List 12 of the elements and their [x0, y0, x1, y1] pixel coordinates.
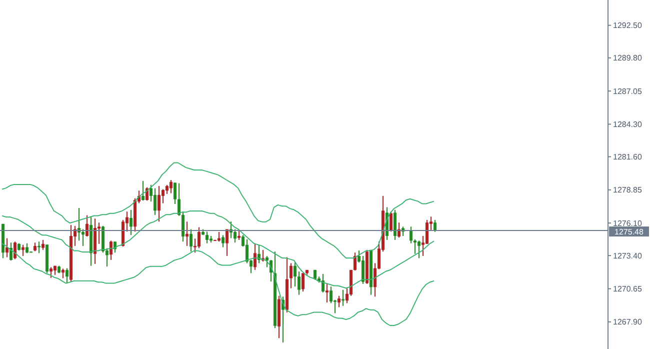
y-tick-label: 1289.80 [613, 54, 642, 63]
ref-line-label: 1275.48 [614, 227, 644, 236]
y-tick-label: 1278.85 [613, 186, 642, 195]
candlestick [342, 290, 344, 306]
y-tick-label: 1267.90 [613, 318, 642, 327]
y-tick-label: 1284.30 [613, 120, 642, 130]
y-tick-label: 1270.65 [613, 284, 642, 294]
y-tick-label: 1281.60 [613, 152, 642, 162]
y-tick-label: 1273.40 [613, 251, 642, 260]
y-tick-label: 1276.10 [613, 218, 642, 228]
y-tick-label: 1292.50 [613, 21, 642, 30]
y-tick-label: 1287.05 [613, 86, 642, 96]
